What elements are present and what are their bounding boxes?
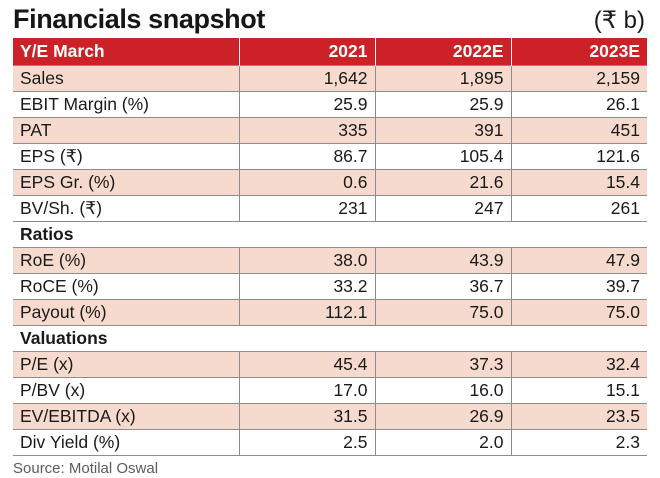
table-body: Sales 1,642 1,895 2,159 EBIT Margin (%) 25.9 2…: [13, 64, 647, 456]
table-row: RoE (%) 38.0 43.9 47.9: [13, 246, 647, 274]
table-row: EBIT Margin (%) 25.9 25.9 26.1: [13, 90, 647, 118]
row-value: 2,159: [510, 64, 647, 92]
row-label: RoE (%): [13, 246, 239, 274]
row-value: 247: [374, 194, 511, 222]
row-value: 32.4: [510, 350, 647, 378]
source-note: Source: Motilal Oswal: [13, 459, 159, 477]
row-value: 105.4: [374, 142, 511, 170]
row-value: 43.9: [374, 246, 511, 274]
row-label: RoCE (%): [13, 272, 239, 300]
row-value: 15.4: [510, 168, 647, 196]
row-value: 31.5: [238, 402, 375, 430]
row-label: EBIT Margin (%): [13, 90, 239, 118]
row-value: 37.3: [374, 350, 511, 378]
column-header-label: Y/E March: [13, 38, 239, 65]
row-value: 112.1: [238, 298, 375, 326]
section-header-row: Valuations: [13, 324, 647, 352]
column-header-2022e: 2022E: [374, 38, 511, 65]
row-label: BV/Sh. (₹): [13, 194, 239, 222]
table-row: P/E (x) 45.4 37.3 32.4: [13, 350, 647, 378]
row-value: 1,642: [238, 64, 375, 92]
row-label: EV/EBITDA (x): [13, 402, 239, 430]
row-value: 25.9: [374, 90, 511, 118]
table-row: Div Yield (%) 2.5 2.0 2.3: [13, 428, 647, 456]
row-value: 36.7: [374, 272, 511, 300]
row-label: Div Yield (%): [13, 428, 239, 456]
row-value: 38.0: [238, 246, 375, 274]
row-value: 75.0: [510, 298, 647, 326]
financials-table: Y/E March 2021 2022E 2023E Sales 1,642 1,8…: [13, 38, 647, 456]
row-value: 2.3: [510, 428, 647, 456]
page-title: Financials snapshot: [13, 4, 265, 34]
row-label: EPS (₹): [13, 142, 239, 170]
row-value: 0.6: [238, 168, 375, 196]
title-row: Financials snapshot (₹ b): [13, 0, 647, 38]
row-label: Sales: [13, 64, 239, 92]
row-value: 16.0: [374, 376, 511, 404]
table-row: PAT 335 391 451: [13, 116, 647, 144]
row-value: 25.9: [238, 90, 375, 118]
row-value: 121.6: [510, 142, 647, 170]
row-value: 33.2: [238, 272, 375, 300]
header-row: Y/E March 2021 2022E 2023E: [13, 38, 647, 65]
row-value: 75.0: [374, 298, 511, 326]
row-value: 231: [238, 194, 375, 222]
column-header-2021: 2021: [238, 38, 375, 65]
table-row: Payout (%) 112.1 75.0 75.0: [13, 298, 647, 326]
row-value: 23.5: [510, 402, 647, 430]
table-row: RoCE (%) 33.2 36.7 39.7: [13, 272, 647, 300]
row-value: 451: [510, 116, 647, 144]
row-value: 26.9: [374, 402, 511, 430]
row-label: PAT: [13, 116, 239, 144]
section-title: Valuations: [13, 324, 647, 352]
financials-snapshot-card: Financials snapshot (₹ b) Y/E March 2021…: [13, 0, 647, 477]
row-value: 39.7: [510, 272, 647, 300]
table-row: Sales 1,642 1,895 2,159: [13, 64, 647, 92]
row-value: 15.1: [510, 376, 647, 404]
section-title: Ratios: [13, 220, 647, 248]
row-value: 86.7: [238, 142, 375, 170]
row-value: 335: [238, 116, 375, 144]
table-row: BV/Sh. (₹) 231 247 261: [13, 194, 647, 222]
row-value: 21.6: [374, 168, 511, 196]
column-header-2023e: 2023E: [510, 38, 647, 65]
row-value: 2.0: [374, 428, 511, 456]
row-label: Payout (%): [13, 298, 239, 326]
table-row: EPS (₹) 86.7 105.4 121.6: [13, 142, 647, 170]
row-label: P/E (x): [13, 350, 239, 378]
row-value: 2.5: [238, 428, 375, 456]
row-value: 45.4: [238, 350, 375, 378]
row-value: 391: [374, 116, 511, 144]
table-row: P/BV (x) 17.0 16.0 15.1: [13, 376, 647, 404]
table-row: EV/EBITDA (x) 31.5 26.9 23.5: [13, 402, 647, 430]
table-header: Y/E March 2021 2022E 2023E: [13, 38, 647, 65]
unit-label: (₹ b): [593, 7, 645, 34]
row-label: EPS Gr. (%): [13, 168, 239, 196]
section-header-row: Ratios: [13, 220, 647, 248]
row-value: 17.0: [238, 376, 375, 404]
table-row: EPS Gr. (%) 0.6 21.6 15.4: [13, 168, 647, 196]
row-label: P/BV (x): [13, 376, 239, 404]
row-value: 47.9: [510, 246, 647, 274]
row-value: 1,895: [374, 64, 511, 92]
row-value: 261: [510, 194, 647, 222]
row-value: 26.1: [510, 90, 647, 118]
